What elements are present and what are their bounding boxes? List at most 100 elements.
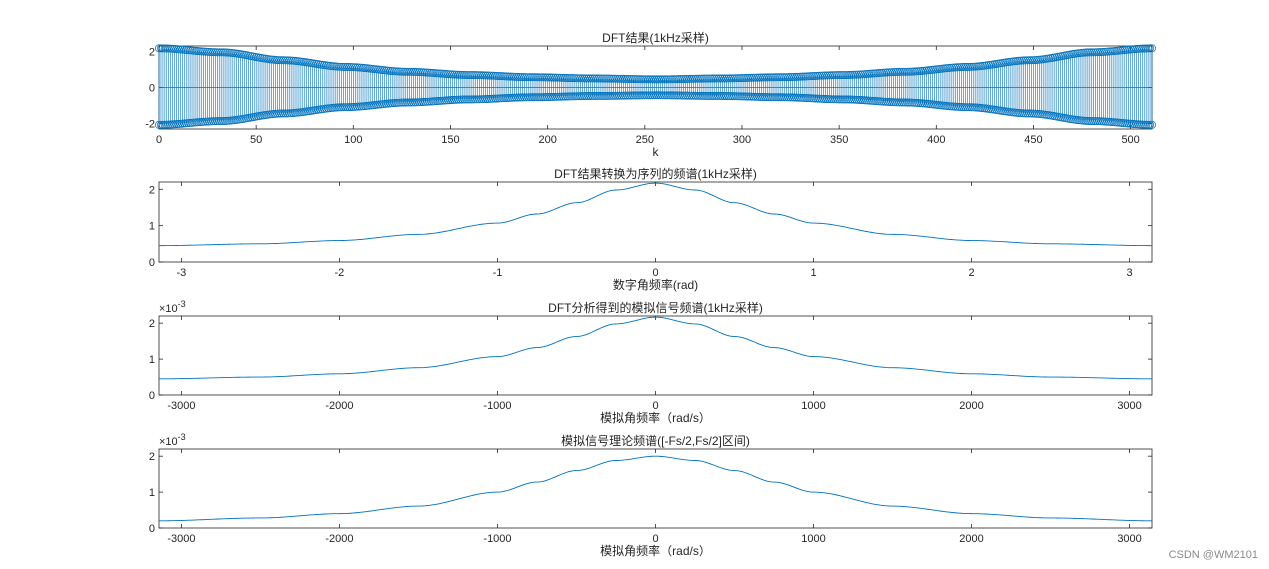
stem-marker	[1095, 117, 1104, 126]
stem-marker	[582, 74, 591, 83]
stem-marker	[734, 74, 743, 83]
stem-marker	[456, 95, 465, 104]
stem-marker	[858, 70, 867, 79]
stem-marker	[285, 109, 294, 118]
stem-marker	[959, 63, 968, 71]
stem-marker	[646, 91, 655, 100]
stem-marker	[668, 91, 676, 100]
stem-marker	[567, 92, 575, 101]
stem-marker	[506, 72, 515, 81]
stem-marker	[504, 72, 513, 81]
stem-marker	[526, 93, 535, 102]
stem-marker	[432, 97, 441, 106]
stem-marker	[510, 93, 519, 102]
stem-marker	[456, 70, 465, 79]
stem-marker	[774, 93, 783, 102]
stem-marker	[1091, 117, 1100, 126]
stem-marker	[821, 95, 830, 103]
stem-marker	[611, 91, 620, 100]
stem-marker	[862, 96, 871, 105]
stem-marker	[469, 95, 478, 104]
stem-marker	[351, 102, 360, 111]
stem-marker	[784, 73, 793, 82]
stem-marker	[833, 95, 842, 104]
stem-marker	[691, 91, 700, 100]
stem-marker	[477, 95, 486, 104]
stem-marker	[875, 69, 884, 77]
stem-marker	[427, 97, 436, 106]
stem-marker	[403, 67, 412, 76]
stem-marker	[654, 91, 663, 100]
stem-marker	[199, 117, 208, 126]
spectrum-line	[158, 182, 1153, 247]
stem-marker	[788, 93, 797, 102]
stem-marker	[854, 95, 863, 104]
stem-marker	[491, 71, 500, 80]
stem-marker	[769, 93, 778, 102]
stem-marker	[813, 71, 822, 80]
stem-marker	[726, 92, 735, 101]
stem-marker	[794, 93, 803, 102]
stem-marker	[617, 91, 626, 100]
stem-marker	[819, 94, 828, 103]
stem-marker	[568, 92, 577, 101]
stem-marker	[500, 72, 509, 81]
stem-marker	[856, 96, 865, 104]
stem-marker	[879, 97, 888, 106]
stem-marker	[658, 91, 667, 100]
stem-marker	[811, 94, 820, 103]
stem-marker	[1148, 44, 1156, 53]
stem-marker	[870, 69, 879, 78]
stem-marker	[623, 75, 632, 83]
stem-marker	[559, 73, 568, 82]
stem-marker	[1027, 109, 1036, 118]
stem-marker	[1128, 119, 1137, 128]
stem-marker	[390, 67, 399, 76]
stem-marker	[543, 73, 552, 82]
stem-marker	[572, 92, 581, 101]
stem-marker	[205, 47, 214, 56]
stem-marker	[815, 71, 824, 80]
x-tick-label: 50	[250, 134, 262, 146]
stem-marker	[658, 75, 667, 84]
stem-marker	[650, 75, 659, 84]
stem-marker	[518, 73, 527, 82]
stem-marker	[605, 91, 614, 100]
stem-marker	[495, 72, 504, 80]
stem-marker	[895, 67, 904, 76]
stem-marker	[815, 94, 824, 103]
stem-marker	[417, 98, 426, 107]
stem-marker	[160, 120, 169, 129]
stem-marker	[508, 72, 517, 81]
stem-marker	[213, 117, 222, 126]
stem-marker	[333, 103, 342, 112]
x-tick-label: 1000	[801, 400, 825, 412]
stem-marker	[510, 72, 519, 81]
stem-marker	[407, 98, 416, 107]
stem-marker	[172, 120, 181, 129]
stem-marker	[905, 67, 914, 76]
stem-marker	[541, 73, 550, 82]
subplot-4: 模拟信号理论频谱([-Fs/2,Fs/2]区间) -3000 -2000 -1000 0…	[149, 432, 1153, 558]
stem-marker	[753, 92, 762, 101]
stem-marker	[662, 91, 671, 100]
stem-marker	[170, 120, 179, 129]
x-tick-label: 250	[636, 134, 654, 146]
stem-marker	[617, 74, 626, 83]
stem-marker	[211, 117, 220, 126]
stem-marker	[782, 93, 791, 102]
stem-marker	[551, 73, 560, 82]
stem-marker	[1146, 120, 1155, 129]
stem-marker	[601, 74, 610, 83]
stem-marker	[343, 103, 352, 112]
stem-marker	[347, 103, 356, 112]
stem-marker	[841, 71, 849, 79]
chart-title: 模拟信号理论频谱([-Fs/2,Fs/2]区间)	[561, 434, 750, 448]
stem-marker	[757, 93, 766, 101]
stem-marker	[223, 116, 231, 125]
stem-marker	[592, 74, 601, 83]
y-tick-label: 1	[149, 354, 155, 366]
stem-marker	[1136, 44, 1145, 53]
stem-marker	[720, 74, 729, 83]
stem-marker	[520, 93, 529, 102]
